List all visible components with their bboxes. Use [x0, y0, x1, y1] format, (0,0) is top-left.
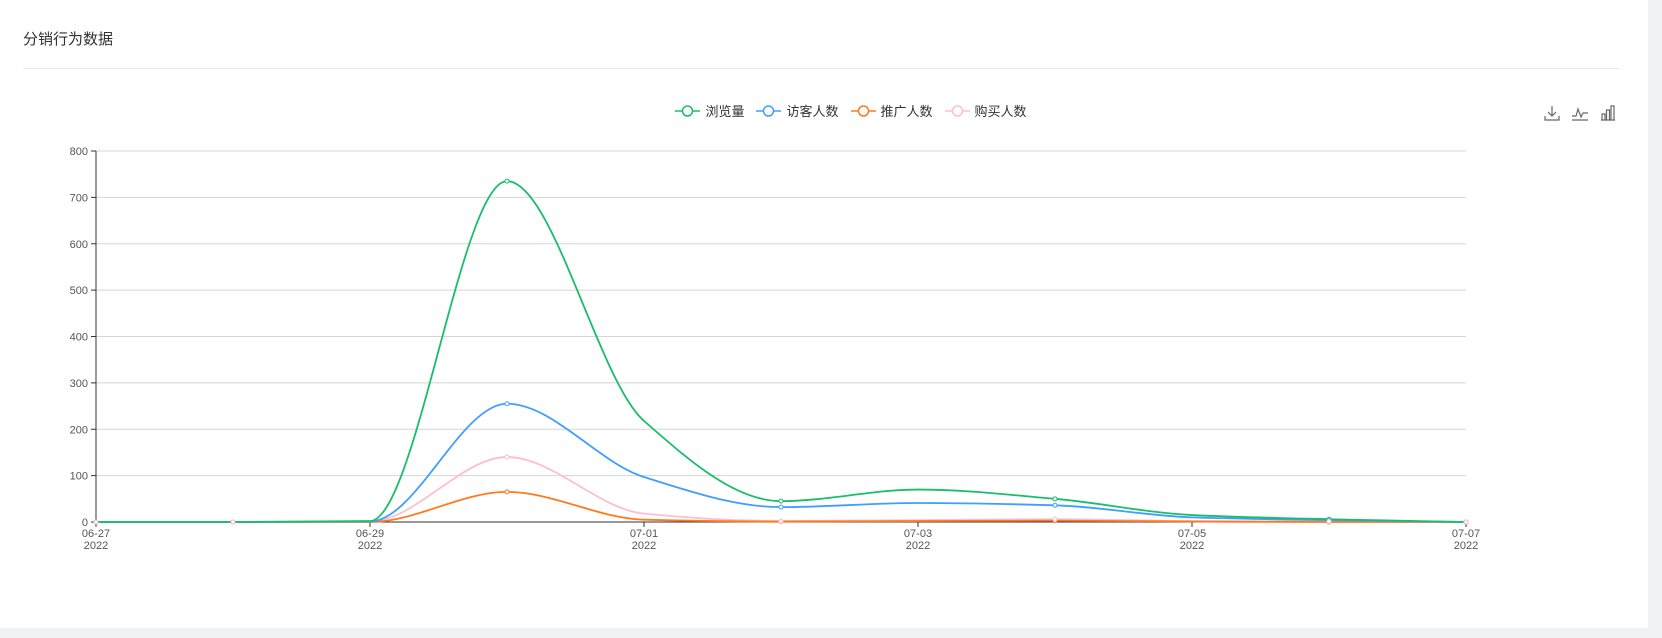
- x-tick-label: 07-07: [1452, 528, 1480, 540]
- y-tick-label: 0: [82, 517, 88, 529]
- data-point: [1326, 519, 1332, 525]
- title-divider: [23, 68, 1619, 69]
- x-tick-label-year: 2022: [906, 540, 930, 552]
- x-tick-label: 06-27: [82, 528, 110, 540]
- y-tick-label: 800: [70, 146, 88, 158]
- legend-item[interactable]: 浏览量: [675, 101, 744, 120]
- legend-circle-icon: [944, 104, 970, 117]
- legend-item[interactable]: 推广人数: [850, 101, 933, 120]
- data-point: [504, 454, 510, 460]
- x-tick-label-year: 2022: [1180, 540, 1204, 552]
- x-tick-label: 06-29: [356, 528, 384, 540]
- x-tick-label-year: 2022: [1454, 540, 1478, 552]
- data-point: [1052, 502, 1058, 508]
- data-point: [1052, 516, 1058, 522]
- data-point: [778, 504, 784, 510]
- legend-circle-icon: [675, 104, 701, 117]
- legend-circle-icon: [850, 104, 876, 117]
- chart-legend: 浏览量 访客人数 推广人数 购买人数: [0, 101, 1662, 120]
- x-tick-label: 07-01: [630, 528, 658, 540]
- data-point: [93, 519, 99, 525]
- legend-label: 推广人数: [880, 104, 933, 119]
- x-tick-label-year: 2022: [358, 540, 382, 552]
- y-tick-label: 500: [70, 285, 88, 297]
- chart-toolbox: [1543, 104, 1617, 122]
- chart-card: 分销行为数据: [0, 0, 1648, 628]
- data-point: [504, 489, 510, 495]
- x-tick-label-year: 2022: [84, 540, 108, 552]
- page-title: 分销行为数据: [23, 31, 114, 48]
- series-line: [96, 180, 1467, 523]
- y-tick-label: 700: [70, 192, 88, 204]
- bar-chart-icon[interactable]: [1599, 104, 1617, 122]
- data-point: [778, 498, 784, 504]
- series-line: [96, 456, 1467, 523]
- legend-label: 购买人数: [974, 104, 1027, 119]
- data-point: [1463, 519, 1469, 525]
- x-tick-label: 07-03: [904, 528, 932, 540]
- legend-circle-icon: [756, 104, 782, 117]
- data-point: [1052, 496, 1058, 502]
- y-tick-label: 600: [70, 239, 88, 251]
- data-point: [504, 178, 510, 184]
- data-point: [504, 401, 510, 407]
- data-point: [230, 519, 236, 525]
- x-tick-label: 07-05: [1178, 528, 1206, 540]
- download-icon[interactable]: [1543, 104, 1561, 122]
- y-tick-label: 100: [70, 471, 88, 483]
- y-tick-label: 400: [70, 332, 88, 344]
- legend-label: 浏览量: [705, 104, 745, 119]
- legend-item[interactable]: 访客人数: [756, 101, 839, 120]
- y-tick-label: 300: [70, 378, 88, 390]
- line-chart-icon[interactable]: [1571, 104, 1589, 122]
- series-line: [96, 402, 1467, 523]
- data-point: [778, 518, 784, 524]
- legend-label: 访客人数: [786, 104, 839, 119]
- x-tick-label-year: 2022: [632, 540, 656, 552]
- y-tick-label: 200: [70, 424, 88, 436]
- legend-item[interactable]: 购买人数: [944, 101, 1027, 120]
